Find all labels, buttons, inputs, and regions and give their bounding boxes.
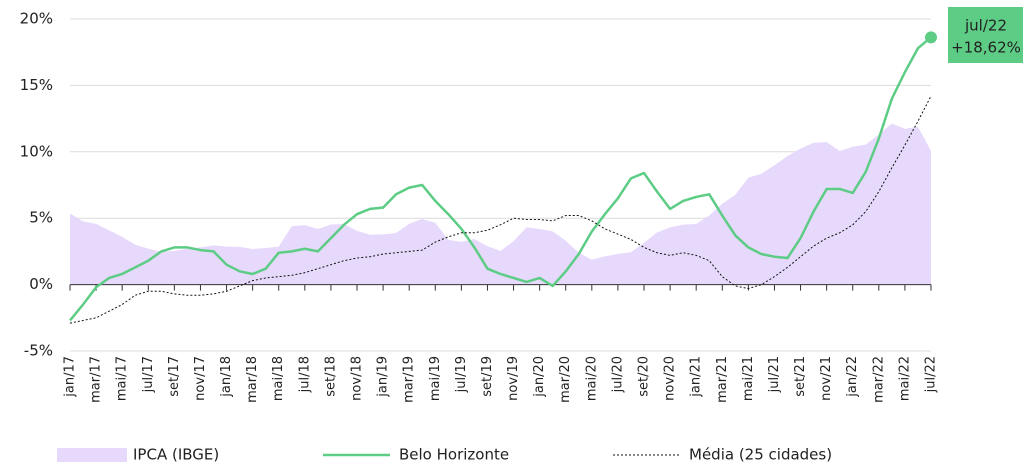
x-tick-label: jul/19 [454,356,469,393]
x-tick-label: jan/17 [63,356,78,398]
x-tick-label: nov/17 [193,356,208,401]
legend-label: IPCA (IBGE) [133,446,219,464]
x-tick-label: jul/17 [141,356,156,393]
value-label: +18,62% [951,39,1021,57]
x-tick-label: set/20 [637,356,652,397]
x-tick-label: jan/20 [532,356,547,398]
annotation-title: jul/22 [964,17,1007,35]
x-tick-label: mar/19 [402,356,417,403]
x-tick-label: jan/18 [219,356,234,398]
x-tick-label: jul/21 [767,356,782,393]
y-tick-label: 5% [29,209,53,227]
y-tick-label: 0% [29,275,53,293]
x-tick-label: set/17 [167,356,182,397]
legend-swatch [57,448,127,462]
x-tick-label: set/19 [480,356,495,397]
x-tick-label: nov/20 [663,356,678,401]
end-point [925,31,937,44]
dotted-line [69,95,932,324]
x-tick-label: nov/19 [506,356,521,401]
x-tick-label: mar/18 [245,356,260,403]
x-tick-label: mai/17 [115,356,130,401]
x-tick-label: jan/19 [376,356,391,398]
legend-label: Média (25 cidades) [689,446,832,464]
x-tick-label: mar/22 [871,356,886,403]
annotation-box [948,7,1023,63]
x-tick-label: mai/18 [271,356,286,401]
x-tick-label: jul/22 [924,356,939,393]
x-tick-label: nov/21 [819,356,834,401]
x-tick-label: jan/22 [845,356,860,398]
line [69,36,932,322]
area [70,123,931,285]
x-tick-label: mar/21 [715,356,730,403]
legend-label: Belo Horizonte [399,446,509,464]
y-tick-label: 15% [20,76,53,94]
x-tick-label: set/21 [793,356,808,397]
x-tick-label: mai/21 [741,356,756,401]
y-tick-label: 10% [20,142,53,160]
x-tick-label: mar/17 [89,356,104,403]
x-tick-label: mar/20 [558,356,573,403]
x-tick-label: jul/20 [610,356,625,393]
y-tick-label: 20% [20,10,53,28]
x-tick-label: jan/21 [689,356,704,398]
y-tick-label: -5% [24,342,53,360]
x-tick-label: jul/18 [297,356,312,393]
x-tick-label: set/18 [323,356,338,397]
x-tick-label: mai/19 [428,356,443,401]
x-tick-label: mai/20 [584,356,599,401]
x-tick-label: mai/22 [897,356,912,401]
x-tick-label: nov/18 [350,356,365,401]
